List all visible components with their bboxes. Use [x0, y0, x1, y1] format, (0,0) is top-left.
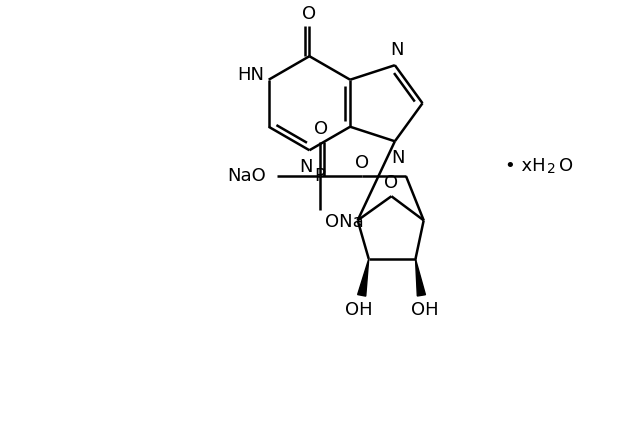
Text: HN: HN [237, 66, 264, 84]
Text: OH: OH [345, 301, 372, 319]
Text: ONa: ONa [325, 213, 364, 231]
Polygon shape [358, 259, 369, 296]
Text: O: O [559, 157, 573, 175]
Text: N: N [392, 149, 405, 167]
Text: N: N [300, 158, 313, 176]
Text: 2: 2 [547, 162, 556, 176]
Text: P: P [314, 167, 325, 184]
Text: • xH: • xH [505, 157, 546, 175]
Text: OH: OH [410, 301, 438, 319]
Polygon shape [415, 259, 426, 296]
Text: O: O [302, 5, 317, 23]
Text: N: N [390, 41, 403, 59]
Text: O: O [355, 154, 369, 173]
Text: NaO: NaO [227, 167, 266, 184]
Text: O: O [385, 174, 399, 192]
Text: O: O [314, 120, 328, 138]
